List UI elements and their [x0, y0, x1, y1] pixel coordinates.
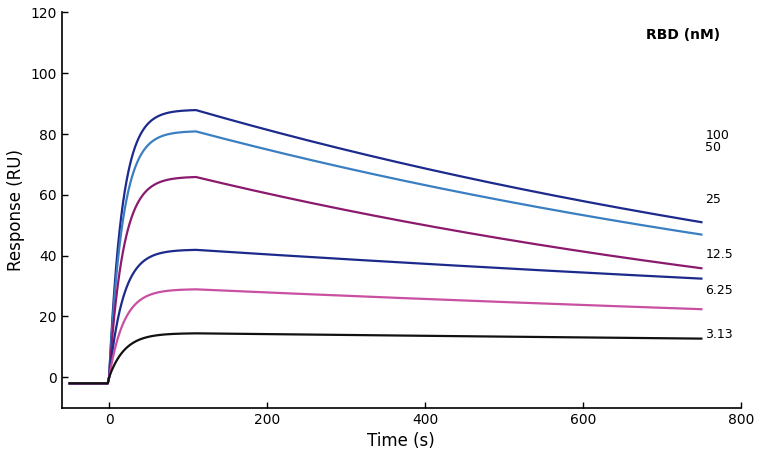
Y-axis label: Response (RU): Response (RU) [7, 149, 25, 271]
Text: 3.13: 3.13 [705, 328, 733, 341]
Text: 50: 50 [705, 141, 721, 154]
X-axis label: Time (s): Time (s) [368, 432, 435, 450]
Text: 25: 25 [705, 193, 721, 206]
Text: 6.25: 6.25 [705, 284, 733, 297]
Text: RBD (nM): RBD (nM) [646, 28, 721, 42]
Text: 100: 100 [705, 129, 729, 142]
Text: 12.5: 12.5 [705, 248, 733, 260]
